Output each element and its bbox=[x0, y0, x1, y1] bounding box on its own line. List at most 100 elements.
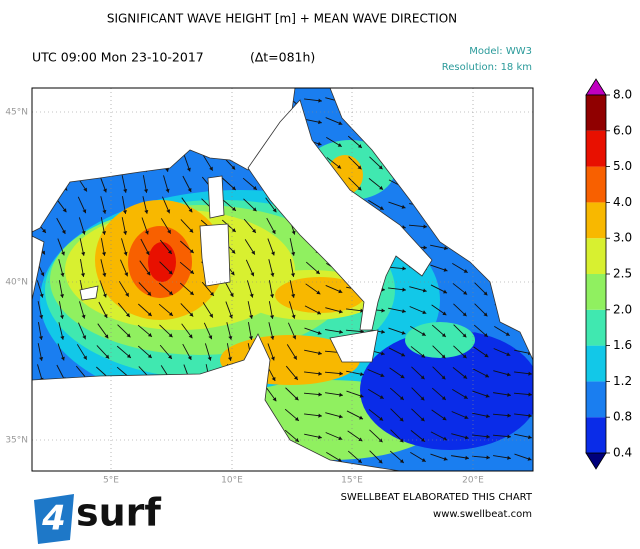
arrow-head bbox=[291, 294, 296, 298]
arrow-head bbox=[485, 393, 490, 398]
wave-arrow bbox=[224, 280, 234, 298]
arrow-head bbox=[102, 272, 107, 277]
wave-arrow bbox=[304, 327, 322, 335]
arrow-head bbox=[317, 330, 322, 335]
arrow-head bbox=[270, 335, 275, 340]
wave-field bbox=[360, 330, 533, 450]
wave-arrow bbox=[410, 325, 426, 337]
wave-arrow bbox=[472, 390, 490, 398]
arrow-head bbox=[378, 165, 383, 170]
wave-arrow bbox=[137, 324, 153, 338]
arrow-head bbox=[228, 335, 233, 340]
arrow-head bbox=[360, 308, 364, 313]
wave-arrow bbox=[368, 388, 384, 400]
wave-arrow bbox=[180, 303, 194, 317]
arrow-head bbox=[463, 395, 468, 399]
wave-arrow bbox=[289, 259, 295, 277]
wave-arrow bbox=[325, 117, 343, 126]
wave-arrow bbox=[142, 175, 149, 193]
colorbar-band bbox=[586, 274, 606, 310]
arrow-head bbox=[40, 272, 45, 277]
wave-arrow bbox=[267, 343, 275, 361]
wave-arrow bbox=[411, 408, 425, 422]
wave-arrow bbox=[451, 411, 469, 420]
wave-arrow bbox=[36, 280, 44, 298]
arrow-head bbox=[317, 141, 322, 146]
colorbar-label: 3.0 bbox=[613, 231, 632, 245]
arrow-head bbox=[83, 187, 87, 192]
wave-arrow bbox=[163, 175, 170, 193]
arrow-head bbox=[271, 376, 276, 381]
wave-arrow bbox=[289, 280, 296, 298]
wave-arrow bbox=[117, 302, 131, 318]
arrow-head bbox=[357, 165, 362, 170]
arrow-head bbox=[528, 435, 532, 440]
wave-arrow bbox=[180, 219, 194, 233]
wave-arrow bbox=[289, 238, 296, 256]
wave-arrow bbox=[514, 371, 532, 376]
wave-arrow bbox=[203, 322, 213, 340]
wave-field bbox=[148, 242, 176, 282]
wave-arrow bbox=[268, 259, 275, 277]
time: UTC 09:00 Mon 23-10-2017 bbox=[32, 50, 204, 65]
wave-arrow bbox=[159, 261, 173, 275]
colorbar-label: 1.6 bbox=[613, 338, 632, 352]
wave-arrow bbox=[348, 156, 362, 170]
arrow-head bbox=[269, 315, 275, 319]
colorbar-over bbox=[585, 78, 607, 96]
wave-arrow bbox=[388, 347, 406, 357]
wave-arrow bbox=[368, 199, 384, 211]
wave-arrow bbox=[160, 218, 172, 234]
arrow-head bbox=[528, 392, 532, 397]
arrow-head bbox=[103, 188, 107, 193]
wave-arrow bbox=[182, 175, 192, 193]
logo-mark: 4 bbox=[41, 499, 66, 539]
wave-arrow bbox=[473, 346, 489, 358]
colorbar-label: 0.8 bbox=[613, 410, 632, 424]
wave-arrow bbox=[58, 322, 65, 340]
wave-arrow bbox=[369, 450, 383, 464]
wave-arrow bbox=[325, 392, 343, 397]
wave-arrow bbox=[247, 322, 253, 340]
wave-arrow bbox=[388, 327, 406, 335]
wave-arrow bbox=[411, 387, 425, 401]
wave-arrow bbox=[514, 413, 532, 418]
arrow-head bbox=[61, 229, 66, 234]
wave-arrow bbox=[474, 282, 488, 296]
arrow-head bbox=[166, 209, 171, 214]
wave-arrow bbox=[326, 451, 342, 463]
wave-arrow bbox=[100, 238, 107, 256]
wave-arrow bbox=[325, 432, 343, 441]
arrow-head bbox=[189, 291, 194, 295]
arrow-head bbox=[83, 355, 87, 360]
wave-arrow bbox=[159, 324, 173, 338]
wave-arrow bbox=[141, 217, 149, 235]
wave-arrow bbox=[304, 98, 322, 103]
wave-arrow bbox=[472, 434, 490, 439]
arrow-head bbox=[401, 204, 406, 209]
arrow-head bbox=[39, 293, 44, 298]
wave-arrow bbox=[202, 155, 214, 171]
wave-arrow bbox=[244, 239, 256, 255]
land bbox=[329, 88, 533, 361]
arrow-head bbox=[483, 333, 488, 337]
wave-arrow bbox=[183, 154, 191, 172]
arrow-head bbox=[401, 330, 406, 335]
arrow-head bbox=[59, 294, 65, 298]
wave-arrow bbox=[121, 196, 127, 214]
wave-arrow bbox=[100, 259, 107, 277]
arrow-head bbox=[251, 250, 255, 255]
arrow-head bbox=[505, 332, 510, 336]
wave-arrow bbox=[99, 175, 107, 193]
wave-arrow bbox=[225, 301, 233, 319]
arrow-head bbox=[168, 312, 173, 316]
wave-arrow bbox=[246, 280, 254, 298]
arrow-head bbox=[527, 456, 532, 461]
arrow-head bbox=[126, 333, 131, 338]
wave-arrow bbox=[410, 346, 426, 358]
arrow-head bbox=[483, 291, 488, 296]
wave-arrow bbox=[431, 304, 447, 316]
wave-arrow bbox=[453, 345, 467, 359]
wave-arrow bbox=[266, 217, 276, 235]
resolution: Resolution: 18 km bbox=[442, 62, 532, 73]
